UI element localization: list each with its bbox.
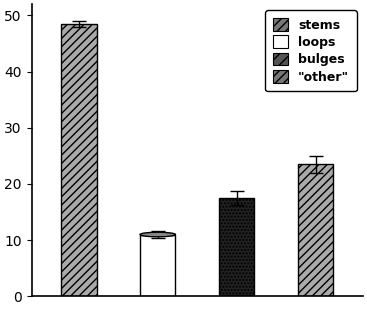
Bar	[298, 164, 333, 296]
Bar	[219, 198, 254, 296]
Bar	[61, 24, 97, 296]
Bar	[140, 235, 175, 296]
Legend: stems, loops, bulges, "other": stems, loops, bulges, "other"	[265, 11, 357, 91]
Ellipse shape	[140, 232, 175, 237]
